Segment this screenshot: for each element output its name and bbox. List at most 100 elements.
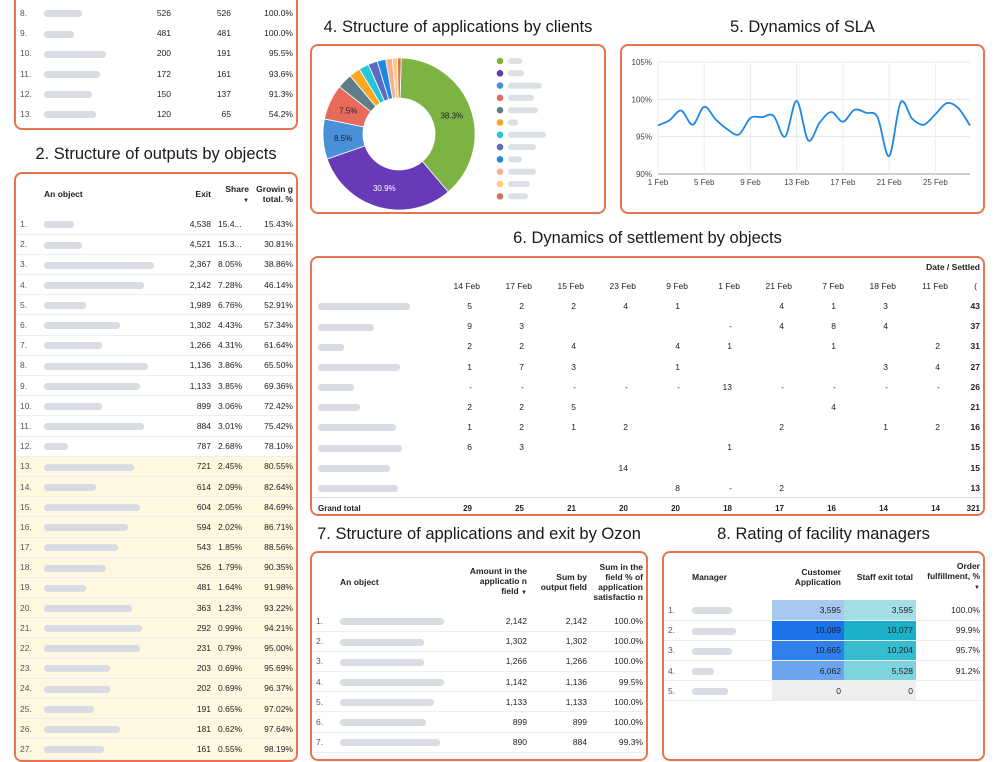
date-column-header[interactable]: 17 Feb <box>505 280 532 291</box>
col-header-staff-exit[interactable]: Staff exit total <box>856 571 913 582</box>
sla-series-line[interactable] <box>657 99 971 157</box>
table-row[interactable]: - - - - - 13 - - - - 26 <box>312 377 983 397</box>
table-row[interactable]: 8. 526 526 100.0% <box>16 3 296 23</box>
table-row[interactable]: 1 2 1 2 2 1 2 16 <box>312 417 983 437</box>
table-row[interactable]: 10. 200 191 95.5% <box>16 43 296 63</box>
order-cell: 95.7% <box>916 640 983 662</box>
date-column-header[interactable]: 1 Feb <box>718 280 740 291</box>
table-row[interactable]: 15. 604 2.05% 84.69% <box>16 496 296 518</box>
object-cell <box>44 415 172 437</box>
table-row[interactable]: 19. 481 1.64% 91.98% <box>16 577 296 599</box>
table-row[interactable]: 5. 0 0 <box>664 680 983 702</box>
table-row[interactable]: 3. 2,367 8.05% 38.86% <box>16 254 296 276</box>
date-column-header[interactable]: 11 Feb <box>922 280 948 291</box>
table-row[interactable]: 1. 3,595 3,595 100.0% <box>664 600 983 621</box>
table-row[interactable]: 5 2 2 4 1 4 1 3 43 <box>312 296 983 316</box>
table-row[interactable]: 13. 120 65 54.2% <box>16 104 296 124</box>
share-cell: 2.02% <box>214 516 252 538</box>
table-row[interactable]: 26. 181 0.62% 97.64% <box>16 718 296 740</box>
col-header-share[interactable]: Share ▼ <box>225 184 249 204</box>
table-row[interactable]: 12. 787 2.68% 78.10% <box>16 436 296 457</box>
table-row[interactable]: 23. 203 0.69% 95.69% <box>16 658 296 679</box>
count-cell <box>642 316 694 336</box>
table-row[interactable]: 1 7 3 1 3 4 27 <box>312 357 983 377</box>
table-row[interactable]: 14. 614 2.09% 82.64% <box>16 476 296 498</box>
table-row[interactable]: 2 2 4 4 1 1 2 31 <box>312 336 983 356</box>
table-row[interactable]: 16. 594 2.02% 86.71% <box>16 516 296 538</box>
table-row[interactable]: 13. 721 2.45% 80.55% <box>16 456 296 477</box>
object-cell <box>312 357 434 377</box>
count-cell: 4 <box>675 341 680 352</box>
table-row[interactable]: 5. 1,989 6.76% 52.91% <box>16 294 296 316</box>
table-row[interactable]: 24. 202 0.69% 96.37% <box>16 678 296 700</box>
col-header-exit[interactable]: Exit <box>195 189 211 199</box>
table-row[interactable]: 21. 292 0.99% 94.21% <box>16 617 296 639</box>
ozon-title: 7. Structure of applications and exit by… <box>317 525 641 543</box>
col-header-manager[interactable]: Manager <box>692 571 727 582</box>
date-column-header[interactable]: 21 Feb <box>765 280 792 291</box>
table-row[interactable]: 3. 10,665 10,204 95.7% <box>664 640 983 662</box>
table-row[interactable]: 10. 899 3.06% 72.42% <box>16 395 296 417</box>
table-row[interactable]: 2. 10,089 10,077 99.9% <box>664 620 983 641</box>
col-header-pct[interactable]: Sum in the field % of application satisf… <box>593 562 643 602</box>
table-row[interactable]: 5. 1,133 1,133 100.0% <box>312 691 646 713</box>
table-row[interactable]: 1. 2,142 2,142 100.0% <box>312 611 646 632</box>
col-header-object[interactable]: An object <box>340 577 379 587</box>
col-header-order[interactable]: Order fulfillment, % ▼ <box>927 560 980 591</box>
pie-slice[interactable] <box>399 57 476 193</box>
table-row[interactable]: 2 2 5 4 21 <box>312 397 983 417</box>
count-cell: 3 <box>519 442 524 453</box>
percent-cell: 100.0% <box>590 711 646 733</box>
table-row[interactable]: 2. 4,521 15.3... 30.81% <box>16 234 296 255</box>
date-column-header[interactable]: 23 Feb <box>609 280 636 291</box>
table-row[interactable]: 22. 231 0.79% 95.00% <box>16 637 296 659</box>
table-row[interactable]: 3. 1,266 1,266 100.0% <box>312 651 646 673</box>
table-row[interactable]: 1. 4,538 15.4... 15.43% <box>16 214 296 235</box>
table-row[interactable]: 7. 890 884 99.3% <box>312 732 646 753</box>
table-row[interactable]: 6. 1,302 4.43% 57.34% <box>16 314 296 336</box>
count-cell: - <box>625 381 628 392</box>
date-column-header[interactable]: ( <box>974 280 977 291</box>
table-row[interactable]: 9. 1,133 3.85% 69.36% <box>16 375 296 397</box>
table-row[interactable]: 6. 899 899 100.0% <box>312 711 646 733</box>
date-column-header[interactable]: 15 Feb <box>557 280 584 291</box>
table-row[interactable]: 20. 363 1.23% 93.22% <box>16 597 296 619</box>
table-row[interactable]: 18. 526 1.79% 90.35% <box>16 557 296 578</box>
growing-cell: 95.69% <box>252 658 296 679</box>
pie-slice[interactable] <box>326 145 449 211</box>
table-row[interactable]: 7. 1,266 4.31% 61.64% <box>16 335 296 356</box>
table-row[interactable]: 25. 191 0.65% 97.02% <box>16 698 296 720</box>
count-cell <box>538 316 590 336</box>
col-header-growing[interactable]: Growin g total. % <box>256 184 293 204</box>
count-cell: 4 <box>623 301 628 312</box>
table-row[interactable]: 6 3 1 15 <box>312 437 983 457</box>
table-row[interactable]: 27. 161 0.55% 98.19% <box>16 738 296 760</box>
table-row[interactable]: 14 15 <box>312 458 983 478</box>
date-column-header[interactable]: 7 Feb <box>822 280 844 291</box>
table-row[interactable]: 12. 150 137 91.3% <box>16 84 296 104</box>
table-row[interactable]: 4. 1,142 1,136 99.5% <box>312 671 646 693</box>
exit-cell: 2,142 <box>172 274 214 296</box>
col-header-sum[interactable]: Sum by output field <box>540 572 587 592</box>
date-column-header[interactable]: 18 Feb <box>869 280 896 291</box>
col-header-application[interactable]: Customer Application <box>794 566 841 587</box>
date-column-header[interactable]: 14 Feb <box>453 280 480 291</box>
col-header-object[interactable]: An object <box>44 189 83 199</box>
table-row[interactable]: 8. 1,136 3.86% 65.50% <box>16 355 296 377</box>
table-row[interactable]: 8 - 2 13 <box>312 478 983 498</box>
row-index: 2. <box>16 234 44 255</box>
table-row[interactable]: 9. 481 481 100.0% <box>16 23 296 43</box>
table-row[interactable]: 17. 543 1.85% 88.56% <box>16 537 296 558</box>
table-row[interactable]: 9 3 - 4 8 4 37 <box>312 316 983 336</box>
table-row[interactable]: 4. 2,142 7.28% 46.14% <box>16 274 296 296</box>
date-column-header[interactable]: 9 Feb <box>666 280 688 291</box>
table-row[interactable]: 4. 6,062 5,528 91.2% <box>664 660 983 682</box>
object-cell <box>44 335 172 356</box>
count-cell: - <box>521 381 524 392</box>
table-row[interactable]: 2. 1,302 1,302 100.0% <box>312 631 646 652</box>
count-cell <box>902 296 954 316</box>
table-row[interactable]: 11. 884 3.01% 75.42% <box>16 415 296 437</box>
pie-slice[interactable] <box>397 57 402 99</box>
table-row[interactable]: 11. 172 161 93.6% <box>16 64 296 84</box>
col-header-amount[interactable]: Amount in the applicatio n field ▼ <box>469 566 527 596</box>
